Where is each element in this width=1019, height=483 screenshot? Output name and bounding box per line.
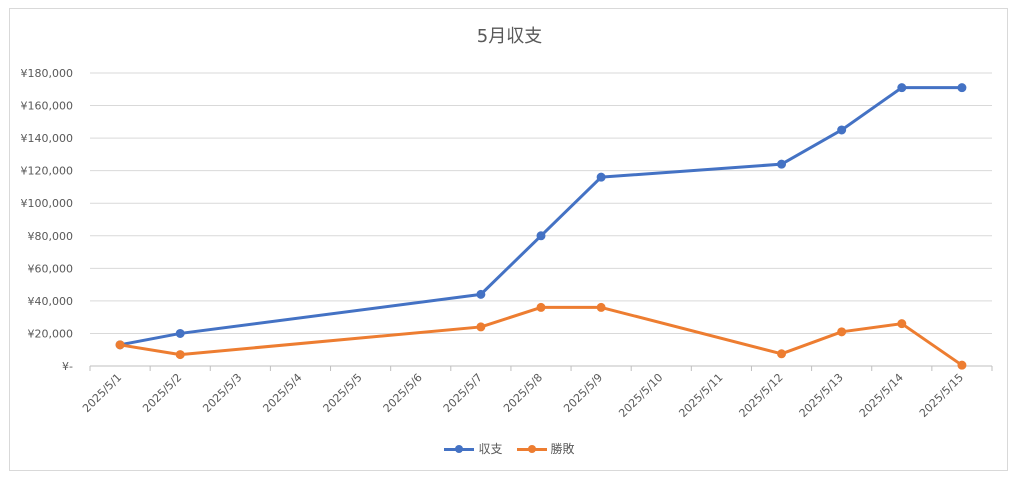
series-0-point-7	[897, 83, 907, 93]
y-tick-label-3: ¥60,000	[28, 262, 74, 275]
x-tick-label-7: 2025/5/8	[501, 371, 545, 415]
y-tick-label-5: ¥100,000	[21, 197, 74, 210]
series-1-point-0	[115, 340, 125, 350]
x-tick-label-2: 2025/5/3	[200, 371, 244, 415]
x-tick-label-5: 2025/5/6	[381, 371, 425, 415]
series-1-point-2	[476, 322, 486, 332]
x-tick-label-13: 2025/5/14	[857, 371, 906, 420]
series-1-point-6	[837, 327, 847, 337]
series-0-point-8	[957, 83, 967, 93]
x-tick-label-14: 2025/5/15	[917, 371, 966, 420]
series-group	[115, 83, 967, 370]
chart-frame	[9, 8, 1008, 471]
legend-item-0: 収支	[444, 440, 503, 457]
series-1-point-3	[536, 302, 546, 312]
chart-title: 5月収支	[476, 26, 543, 47]
x-tick-label-4: 2025/5/5	[321, 371, 365, 415]
y-tick-label-4: ¥80,000	[28, 230, 74, 243]
y-tick-label-1: ¥20,000	[28, 327, 74, 340]
y-tick-label-0: ¥-	[62, 360, 73, 373]
series-0-point-1	[175, 328, 185, 338]
series-1-point-7	[897, 319, 907, 329]
x-tick-label-3: 2025/5/4	[260, 371, 304, 415]
x-tick-label-12: 2025/5/13	[797, 371, 846, 420]
legend-label-1: 勝敗	[550, 442, 575, 456]
y-axis-ticks: ¥- ¥20,000 ¥40,000 ¥60,000 ¥80,000 ¥100,000 ¥1…	[21, 67, 74, 373]
x-axis-ticks: 2025/5/1 2025/5/2 2025/5/3 2025/5/4 2025/5/5…	[80, 366, 993, 420]
x-tick-label-10: 2025/5/11	[676, 371, 725, 420]
gridlines	[90, 72, 992, 367]
x-tick-label-8: 2025/5/9	[561, 371, 605, 415]
x-tick-label-6: 2025/5/7	[441, 371, 485, 415]
series-1-point-1	[175, 350, 185, 360]
legend-label-0: 収支	[478, 442, 503, 456]
y-tick-label-2: ¥40,000	[28, 295, 74, 308]
legend: 収支 勝敗	[0, 440, 1019, 457]
y-tick-label-7: ¥140,000	[21, 132, 74, 145]
x-tick-label-1: 2025/5/2	[140, 371, 184, 415]
y-tick-label-9: ¥180,000	[21, 67, 74, 80]
series-0-point-4	[596, 172, 606, 182]
series-0-point-6	[837, 125, 847, 135]
series-1-point-8	[957, 360, 967, 370]
series-1-point-5	[777, 349, 787, 359]
series-0-point-2	[476, 289, 486, 299]
series-0-point-5	[777, 159, 787, 169]
legend-swatch-1	[516, 443, 547, 455]
y-tick-label-6: ¥120,000	[21, 165, 74, 178]
x-tick-label-0: 2025/5/1	[80, 371, 124, 415]
x-tick-label-9: 2025/5/10	[616, 371, 665, 420]
legend-item-1: 勝敗	[516, 440, 575, 457]
series-1-point-4	[596, 302, 606, 312]
y-tick-label-8: ¥160,000	[21, 100, 74, 113]
legend-swatch-0	[444, 443, 475, 455]
x-tick-label-11: 2025/5/12	[737, 371, 786, 420]
series-0-point-3	[536, 231, 546, 241]
series-line-1	[118, 305, 964, 367]
